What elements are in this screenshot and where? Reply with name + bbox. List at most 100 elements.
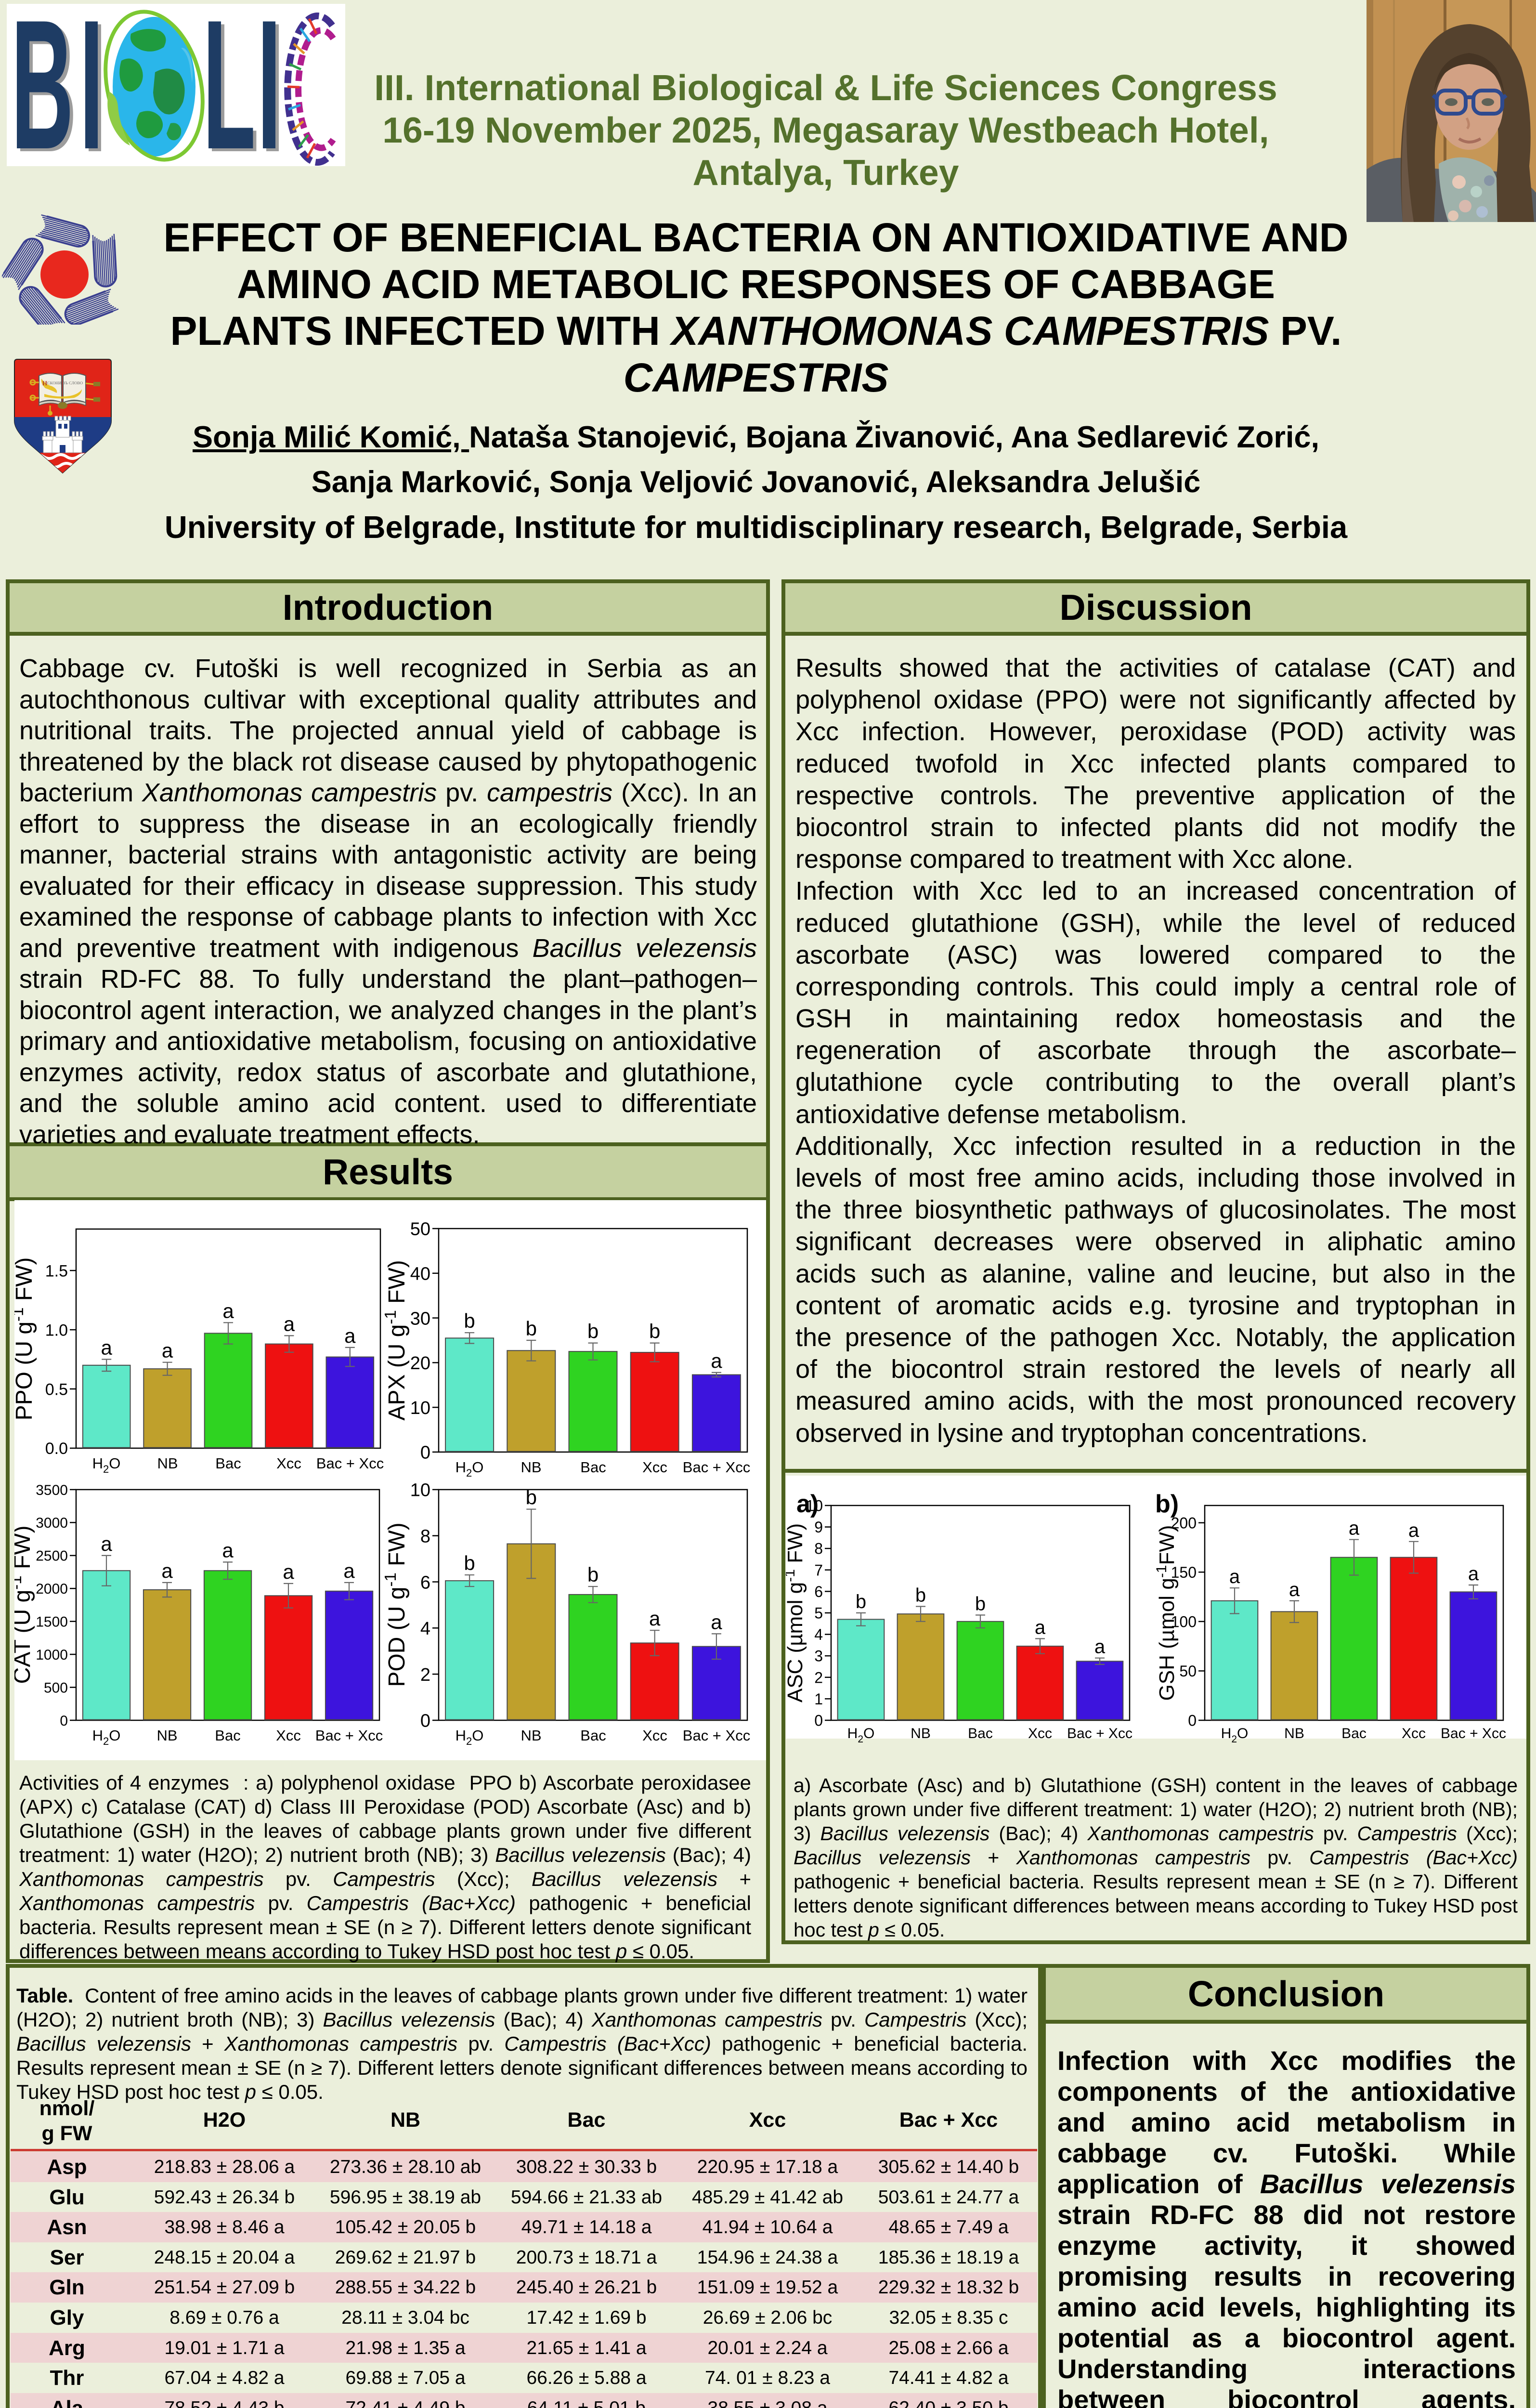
svg-text:B: B bbox=[14, 4, 77, 166]
svg-text:a: a bbox=[1408, 1520, 1419, 1541]
svg-text:GSH (µmol g-1FW): GSH (µmol g-1FW) bbox=[1154, 1525, 1179, 1701]
svg-text:b): b) bbox=[1155, 1490, 1179, 1518]
svg-text:PPO (U g-1 FW): PPO (U g-1 FW) bbox=[14, 1257, 37, 1421]
svg-text:Bac + Xcc: Bac + Xcc bbox=[1067, 1726, 1132, 1741]
svg-text:Bac: Bac bbox=[215, 1455, 241, 1472]
svg-text:2: 2 bbox=[420, 1665, 430, 1685]
svg-text:a: a bbox=[101, 1532, 112, 1555]
svg-text:150: 150 bbox=[1171, 1564, 1197, 1581]
svg-text:СКОНИ ВЪ СЛОВО: СКОНИ ВЪ СЛОВО bbox=[47, 380, 83, 385]
svg-text:5: 5 bbox=[814, 1605, 823, 1622]
svg-text:CAT (U g-1 FW): CAT (U g-1 FW) bbox=[14, 1526, 35, 1684]
svg-text:50: 50 bbox=[410, 1219, 430, 1240]
svg-text:4: 4 bbox=[420, 1619, 430, 1639]
svg-text:Bac + Xcc: Bac + Xcc bbox=[315, 1727, 383, 1744]
svg-text:b: b bbox=[856, 1591, 866, 1612]
svg-text:Bac: Bac bbox=[580, 1727, 606, 1744]
svg-text:Н: Н bbox=[42, 380, 47, 387]
svg-text:20: 20 bbox=[410, 1353, 430, 1374]
svg-text:b: b bbox=[915, 1585, 926, 1606]
svg-text:Bac + Xcc: Bac + Xcc bbox=[1441, 1726, 1506, 1741]
svg-text:a: a bbox=[1289, 1579, 1300, 1600]
svg-text:NB: NB bbox=[156, 1727, 177, 1744]
svg-text:Bac + Xcc: Bac + Xcc bbox=[683, 1459, 750, 1476]
svg-text:0: 0 bbox=[1188, 1712, 1197, 1729]
svg-text:a: a bbox=[343, 1559, 355, 1582]
svg-text:L: L bbox=[206, 4, 259, 166]
svg-text:Xcc: Xcc bbox=[642, 1459, 667, 1476]
svg-text:b: b bbox=[975, 1594, 986, 1615]
svg-text:0.5: 0.5 bbox=[45, 1380, 68, 1399]
svg-text:APX (U g-1 FW): APX (U g-1 FW) bbox=[381, 1260, 410, 1420]
svg-text:1500: 1500 bbox=[36, 1614, 68, 1630]
svg-text:8: 8 bbox=[814, 1540, 823, 1557]
svg-text:NB: NB bbox=[521, 1727, 541, 1744]
svg-text:0: 0 bbox=[420, 1443, 430, 1463]
svg-text:2: 2 bbox=[814, 1669, 823, 1686]
svg-text:I: I bbox=[79, 4, 104, 166]
svg-text:Bac: Bac bbox=[968, 1726, 993, 1741]
svg-text:a): a) bbox=[796, 1490, 819, 1518]
svg-text:30: 30 bbox=[410, 1309, 430, 1329]
svg-text:a: a bbox=[711, 1349, 722, 1372]
svg-text:B: B bbox=[11, 4, 74, 166]
svg-text:1000: 1000 bbox=[36, 1647, 68, 1663]
svg-text:b: b bbox=[526, 1317, 537, 1340]
svg-text:2500: 2500 bbox=[36, 1548, 68, 1564]
svg-text:3000: 3000 bbox=[36, 1515, 68, 1531]
svg-text:NB: NB bbox=[911, 1726, 931, 1741]
svg-text:1: 1 bbox=[814, 1690, 823, 1708]
svg-text:a: a bbox=[344, 1324, 356, 1347]
svg-text:10: 10 bbox=[410, 1398, 430, 1418]
svg-text:10: 10 bbox=[410, 1480, 430, 1501]
svg-text:200: 200 bbox=[1171, 1514, 1197, 1531]
svg-text:a: a bbox=[284, 1312, 295, 1335]
svg-text:a: a bbox=[1035, 1617, 1046, 1638]
svg-text:NB: NB bbox=[157, 1455, 178, 1472]
svg-text:6: 6 bbox=[814, 1583, 823, 1600]
svg-text:POD (U g-1 FW): POD (U g-1 FW) bbox=[381, 1522, 410, 1687]
svg-text:Xcc: Xcc bbox=[1028, 1726, 1052, 1741]
svg-text:ASC (µmol g-1 FW): ASC (µmol g-1 FW) bbox=[786, 1523, 807, 1702]
svg-text:3500: 3500 bbox=[36, 1482, 68, 1498]
svg-text:Xcc: Xcc bbox=[276, 1727, 301, 1744]
svg-text:a: a bbox=[1229, 1566, 1240, 1587]
svg-text:0: 0 bbox=[60, 1713, 68, 1729]
svg-text:a: a bbox=[1094, 1636, 1106, 1658]
svg-text:NB: NB bbox=[521, 1459, 541, 1476]
svg-text:500: 500 bbox=[44, 1680, 68, 1696]
svg-text:1.5: 1.5 bbox=[45, 1262, 68, 1280]
svg-text:Xcc: Xcc bbox=[642, 1727, 667, 1744]
svg-text:I: I bbox=[257, 4, 281, 166]
svg-text:I: I bbox=[260, 4, 285, 166]
svg-text:7: 7 bbox=[814, 1561, 823, 1579]
svg-text:Bac: Bac bbox=[1341, 1726, 1367, 1741]
svg-text:100: 100 bbox=[1171, 1613, 1197, 1631]
svg-text:a: a bbox=[161, 1559, 173, 1582]
svg-text:3: 3 bbox=[814, 1648, 823, 1665]
svg-text:40: 40 bbox=[410, 1264, 430, 1284]
svg-text:0.0: 0.0 bbox=[45, 1440, 68, 1458]
svg-text:Bac: Bac bbox=[580, 1459, 606, 1476]
svg-text:2000: 2000 bbox=[36, 1581, 68, 1597]
svg-text:a: a bbox=[711, 1610, 722, 1633]
svg-text:8: 8 bbox=[420, 1527, 430, 1547]
svg-text:a: a bbox=[649, 1607, 661, 1630]
svg-text:50: 50 bbox=[1179, 1662, 1197, 1680]
svg-text:L: L bbox=[203, 4, 256, 166]
svg-text:Xcc: Xcc bbox=[276, 1455, 301, 1472]
svg-text:a: a bbox=[162, 1339, 173, 1362]
svg-text:6: 6 bbox=[420, 1572, 430, 1593]
svg-text:b: b bbox=[587, 1320, 599, 1343]
svg-text:a: a bbox=[222, 1539, 234, 1562]
svg-text:b: b bbox=[587, 1563, 599, 1586]
svg-text:Bac: Bac bbox=[215, 1727, 240, 1744]
svg-text:9: 9 bbox=[814, 1518, 823, 1536]
svg-text:b: b bbox=[464, 1552, 475, 1574]
svg-text:1.0: 1.0 bbox=[45, 1321, 68, 1339]
svg-text:0: 0 bbox=[814, 1712, 823, 1729]
svg-text:b: b bbox=[464, 1309, 475, 1332]
svg-text:a: a bbox=[101, 1336, 113, 1359]
svg-text:a: a bbox=[283, 1560, 294, 1583]
svg-text:I: I bbox=[83, 4, 107, 166]
